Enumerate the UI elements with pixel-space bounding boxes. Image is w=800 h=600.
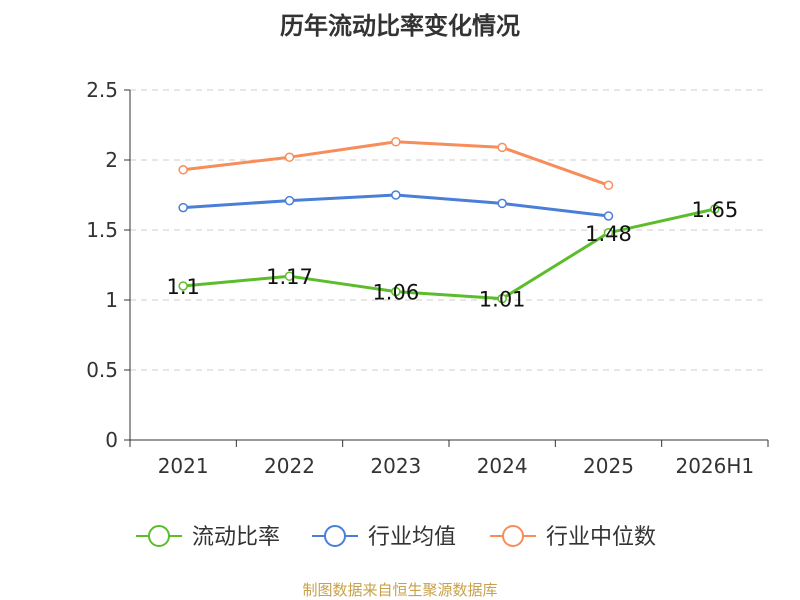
data-label: 1.06 <box>372 281 419 305</box>
x-tick-label: 2025 <box>583 454 634 478</box>
data-point <box>710 204 720 214</box>
data-point <box>284 195 295 206</box>
series-0: 1.1 1.17 1.06 1.01 1.48 1.65 <box>166 198 738 312</box>
data-point <box>391 190 401 200</box>
y-tick-label: 1.5 <box>86 218 118 242</box>
legend-marker <box>324 525 346 547</box>
y-tick-label: 0 <box>105 428 118 452</box>
x-tick-label: 2022 <box>264 454 315 478</box>
source-note: 制图数据来自恒生聚源数据库 <box>302 581 497 599</box>
legend-marker <box>502 525 524 547</box>
y-tick-label: 1 <box>105 288 118 312</box>
series-line <box>183 207 716 301</box>
data-point <box>497 198 507 209</box>
series-line <box>182 140 610 187</box>
data-label: 1.48 <box>585 222 632 246</box>
legend-item-1[interactable]: 行业均值 <box>312 525 456 550</box>
series-2 <box>178 137 614 190</box>
data-point <box>284 271 295 281</box>
data-point <box>497 293 507 304</box>
legend-label: 行业均值 <box>368 525 456 550</box>
data-point <box>178 281 188 291</box>
data-point <box>391 137 401 147</box>
data-point <box>603 211 614 221</box>
x-tick-label: 2024 <box>477 454 528 478</box>
y-tick-label: 2 <box>105 148 118 172</box>
data-point <box>497 142 507 153</box>
data-point <box>391 286 401 297</box>
x-tick-label: 2023 <box>370 454 421 478</box>
legend-label: 行业中位数 <box>546 525 656 550</box>
series-1 <box>178 190 614 221</box>
legend-marker <box>148 525 170 547</box>
data-point <box>603 180 614 190</box>
x-tick-label: 2026H1 <box>675 454 754 478</box>
data-point <box>284 152 295 162</box>
chart-title: 历年流动比率变化情况 <box>280 12 520 40</box>
data-label: 1.01 <box>479 288 526 312</box>
data-point <box>178 165 188 175</box>
y-tick-label: 0.5 <box>86 358 118 382</box>
gridlines <box>130 89 768 371</box>
legend-item-2[interactable]: 行业中位数 <box>490 525 656 550</box>
legend[interactable]: 流动比率 行业均值 行业中位数 <box>136 525 656 550</box>
data-point <box>603 228 614 238</box>
data-label: 1.65 <box>691 198 738 222</box>
legend-item-0[interactable]: 流动比率 <box>136 525 280 550</box>
x-tick-label: 2021 <box>158 454 209 478</box>
legend-label: 流动比率 <box>192 525 280 550</box>
axes: 0 0.5 1 1.5 2 2.5 2021 2022 2023 2024 2025 2026H1 <box>86 78 769 478</box>
data-label: 1.1 <box>166 275 199 299</box>
series-layer: 1.1 1.17 1.06 1.01 1.48 1.65 <box>166 137 738 312</box>
data-label: 1.17 <box>266 265 313 289</box>
data-point <box>178 202 188 213</box>
y-tick-label: 2.5 <box>86 78 118 102</box>
